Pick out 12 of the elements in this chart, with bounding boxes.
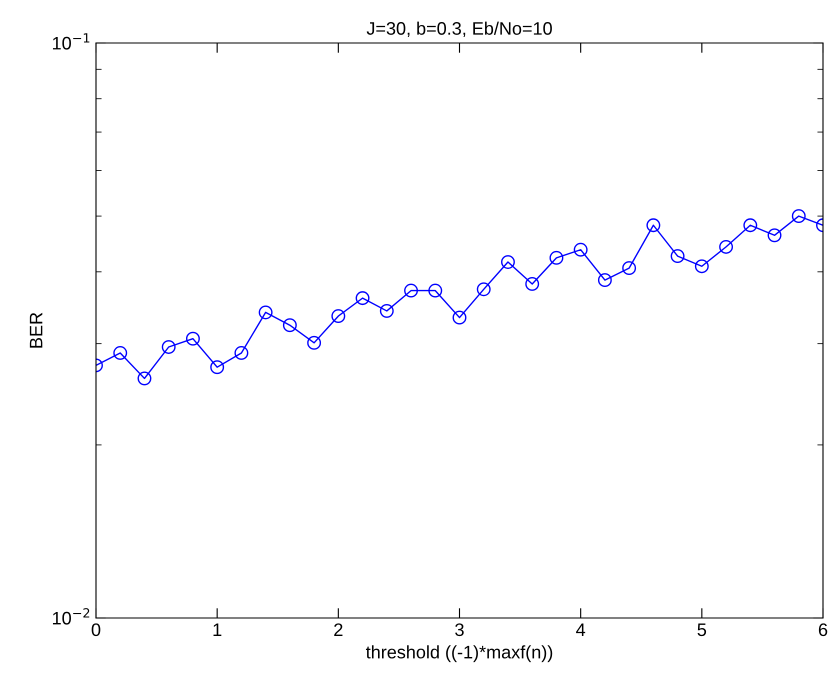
x-tick-label: 1 bbox=[214, 624, 222, 636]
x-tick-label: 3 bbox=[455, 623, 464, 636]
x-tick-label: 5 bbox=[698, 624, 706, 636]
x-tick-label: 0 bbox=[92, 623, 100, 636]
x-axis-title: threshold ((-1)*maxf(n)) bbox=[366, 645, 552, 662]
y-axis-title: BER bbox=[30, 312, 42, 348]
x-tick-label: 2 bbox=[334, 623, 342, 636]
y-tick-label: 10$^{−2}$ bbox=[52, 608, 90, 625]
y-tick-label: 10$^{−1}$ bbox=[52, 33, 90, 50]
x-tick-label: 4 bbox=[576, 624, 586, 636]
chart-title: J=30, b=0.3, Eb/No=10 bbox=[366, 22, 552, 37]
x-tick-label: 6 bbox=[818, 623, 828, 636]
